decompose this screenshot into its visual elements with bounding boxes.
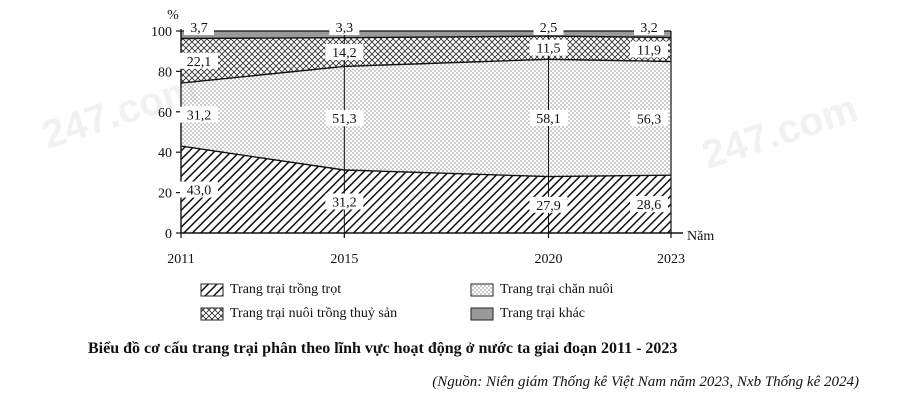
data-label: 31,2 — [187, 109, 212, 124]
data-label-bg — [325, 44, 364, 61]
chart-caption: Biểu đồ cơ cấu trang trại phân theo lĩnh… — [88, 340, 678, 357]
data-label-bg — [180, 106, 218, 123]
data-label-bg — [325, 110, 364, 127]
data-label-bg — [325, 193, 364, 210]
data-label-bg — [529, 196, 568, 213]
y-tick-label: 40 — [158, 146, 172, 161]
legend-label: Trang trại khác — [500, 306, 586, 321]
y-tick-label: 0 — [165, 227, 172, 242]
data-label-bg — [630, 110, 668, 127]
series-boundary-line — [180, 58, 672, 84]
data-label: 43,0 — [187, 184, 212, 199]
x-unit-label: Năm — [687, 229, 714, 244]
data-label-bg — [529, 109, 568, 126]
legend-item-thuy-san: Trang trại nuôi trồng thuỷ sản — [200, 306, 397, 322]
data-label-bg — [184, 19, 214, 35]
x-tick-label: 2023 — [657, 252, 685, 267]
data-label-bg — [180, 52, 218, 69]
data-label: 56,3 — [637, 112, 662, 127]
series-boundary-line — [180, 35, 672, 40]
data-label: 3,3 — [336, 21, 354, 36]
data-label: 3,2 — [640, 21, 658, 36]
legend-item-chan-nuoi: Trang trại chăn nuôi — [470, 282, 613, 298]
data-label: 51,3 — [332, 112, 357, 127]
data-label-bg — [180, 181, 218, 198]
data-label-bg — [630, 41, 668, 58]
legend-label: Trang trại nuôi trồng thuỷ sản — [230, 306, 398, 321]
data-label-bg — [630, 196, 668, 213]
series-boundary-line — [180, 145, 672, 178]
data-label: 2,5 — [540, 21, 558, 36]
x-tick-label: 2020 — [535, 252, 563, 267]
data-label-bg — [533, 19, 564, 35]
data-label: 27,9 — [536, 199, 561, 214]
data-label-bg — [329, 19, 360, 35]
legend-label: Trang trại trồng trọt — [230, 282, 342, 297]
data-label-bg — [634, 19, 664, 35]
x-tick-label: 2011 — [167, 252, 194, 267]
legend-swatch-cross — [200, 307, 224, 321]
data-label: 14,2 — [332, 46, 357, 61]
legend-item-trong-trot: Trang trại trồng trọt — [200, 282, 341, 298]
y-tick-label: 80 — [158, 65, 172, 80]
data-label: 28,6 — [637, 198, 662, 213]
y-tick-label: 20 — [158, 187, 172, 202]
legend-label: Trang trại chăn nuôi — [500, 282, 614, 297]
data-label: 31,2 — [332, 195, 357, 210]
legend-item-khac: Trang trại khác — [470, 306, 585, 322]
y-unit-label: % — [167, 8, 179, 23]
legend-swatch-solid — [470, 307, 494, 321]
x-tick-label: 2015 — [330, 252, 358, 267]
legend-swatch-dots — [470, 283, 494, 297]
y-tick-label: 60 — [158, 106, 172, 121]
legend-swatch-hatch — [200, 283, 224, 297]
legend: Trang trại trồng trọt Trang trại chăn nu… — [200, 282, 720, 330]
data-label: 3,7 — [190, 21, 208, 36]
data-label: 22,1 — [187, 55, 212, 70]
data-label-bg — [529, 39, 568, 56]
y-tick-label: 100 — [151, 25, 172, 40]
data-label: 58,1 — [536, 112, 561, 127]
data-label: 11,9 — [637, 43, 661, 58]
chart-source: (Nguồn: Niên giám Thống kê Việt Nam năm … — [432, 374, 859, 390]
data-label: 11,5 — [537, 42, 561, 57]
